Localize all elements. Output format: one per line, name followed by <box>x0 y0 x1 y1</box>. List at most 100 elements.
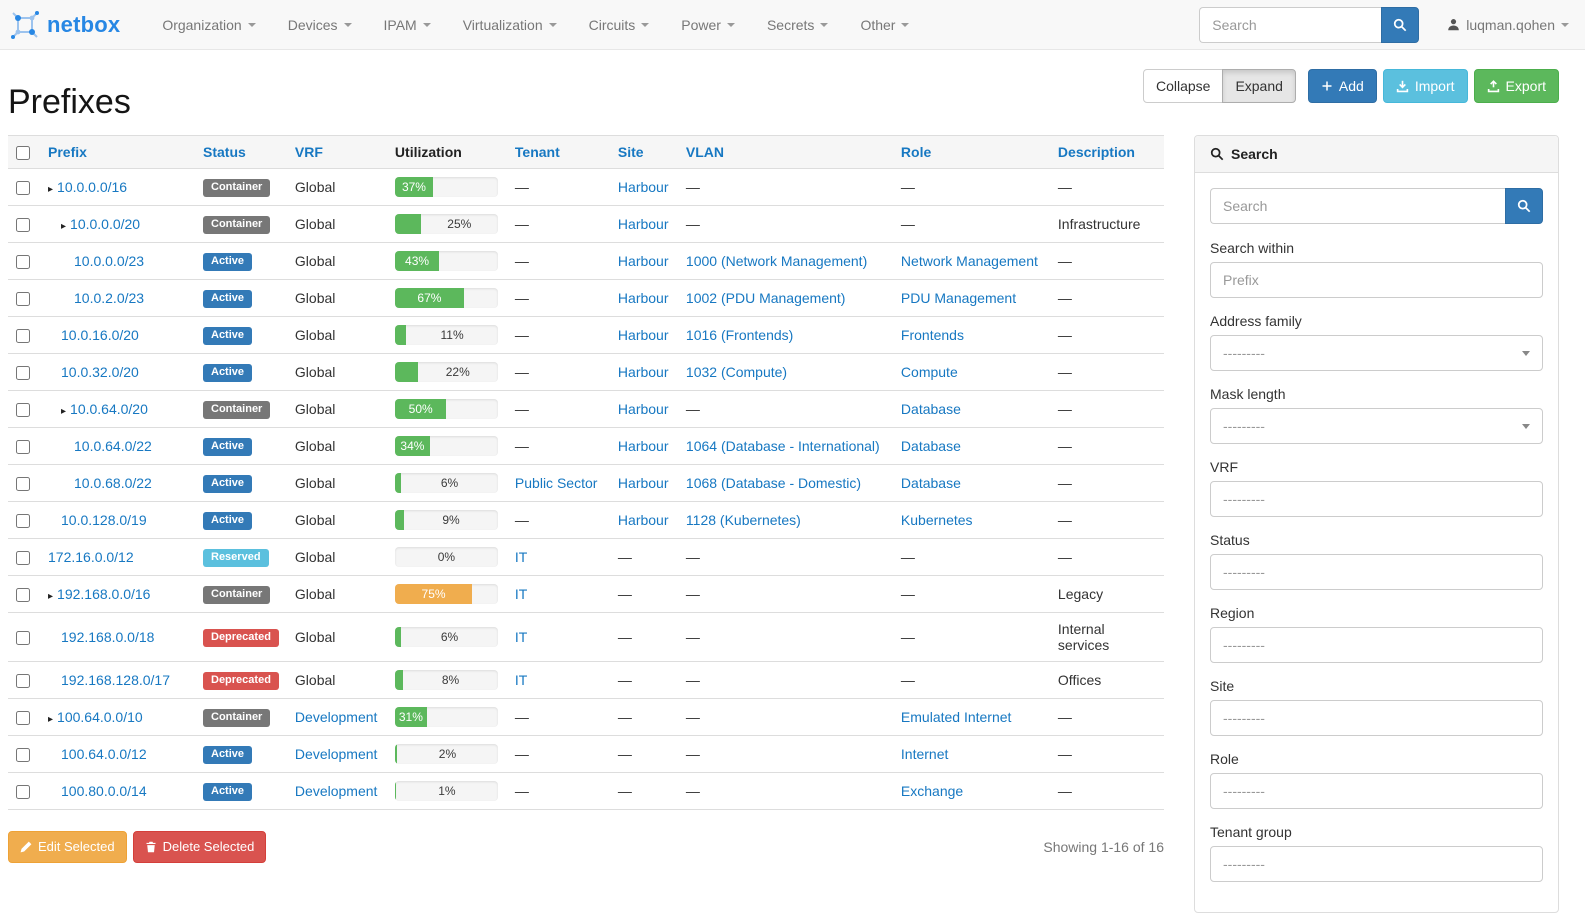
filter-select-vrf[interactable]: --------- <box>1210 481 1543 517</box>
row-checkbox[interactable] <box>16 514 30 529</box>
nav-item-secrets[interactable]: Secrets <box>751 0 844 50</box>
prefix-link[interactable]: 10.0.0.0/16 <box>57 179 128 196</box>
role-link[interactable]: Frontends <box>900 327 964 344</box>
navbar-search-button[interactable] <box>1381 6 1420 43</box>
prefix-link[interactable]: 100.64.0.0/12 <box>61 746 147 763</box>
role-link[interactable]: Database <box>900 401 961 418</box>
netbox-brand[interactable]: netbox <box>10 10 120 40</box>
row-checkbox[interactable] <box>16 785 30 800</box>
vlan-link[interactable]: 1064 (Database - International) <box>685 438 880 455</box>
nav-item-devices[interactable]: Devices <box>272 0 368 50</box>
prefix-link[interactable]: 10.0.68.0/22 <box>74 475 152 492</box>
site-link[interactable]: Harbour <box>617 438 669 455</box>
navbar-search-input[interactable] <box>1199 6 1382 43</box>
site-link[interactable]: Harbour <box>617 475 669 492</box>
filter-select-status[interactable]: --------- <box>1210 554 1543 590</box>
import-button[interactable]: Import <box>1382 69 1468 103</box>
prefix-link[interactable]: 192.168.128.0/17 <box>61 672 170 689</box>
tenant-link[interactable]: IT <box>514 549 528 566</box>
filter-select-region[interactable]: --------- <box>1210 627 1543 663</box>
row-checkbox[interactable] <box>16 292 30 307</box>
row-checkbox[interactable] <box>16 631 30 646</box>
site-link[interactable]: Harbour <box>617 216 669 233</box>
column-header-description[interactable]: Description <box>1049 134 1164 170</box>
prefix-link[interactable]: 192.168.0.0/18 <box>61 629 155 646</box>
column-header-vrf[interactable]: VRF <box>286 134 387 170</box>
edit-selected-button[interactable]: Edit Selected <box>8 831 127 864</box>
site-link[interactable]: Harbour <box>617 512 669 529</box>
site-link[interactable]: Harbour <box>617 253 669 270</box>
prefix-link[interactable]: 10.0.2.0/23 <box>74 290 145 307</box>
row-checkbox[interactable] <box>16 329 30 344</box>
row-checkbox[interactable] <box>16 477 30 492</box>
tenant-link[interactable]: IT <box>514 672 528 689</box>
role-link[interactable]: Database <box>900 475 961 492</box>
vlan-link[interactable]: 1016 (Frontends) <box>685 327 794 344</box>
prefix-link[interactable]: 10.0.16.0/20 <box>61 327 139 344</box>
tenant-link[interactable]: IT <box>514 629 528 646</box>
site-link[interactable]: Harbour <box>617 290 669 307</box>
role-link[interactable]: Network Management <box>900 253 1038 270</box>
row-checkbox[interactable] <box>16 218 30 233</box>
row-checkbox[interactable] <box>16 255 30 270</box>
filter-select-mask-length[interactable]: --------- <box>1210 408 1543 444</box>
row-checkbox[interactable] <box>16 588 30 603</box>
column-header-site[interactable]: Site <box>609 134 678 170</box>
row-checkbox[interactable] <box>16 403 30 418</box>
vlan-link[interactable]: 1128 (Kubernetes) <box>685 512 801 529</box>
filter-select-site[interactable]: --------- <box>1210 700 1543 736</box>
prefix-link[interactable]: 10.0.64.0/20 <box>70 401 148 418</box>
vlan-link[interactable]: 1002 (PDU Management) <box>685 290 846 307</box>
row-checkbox[interactable] <box>16 748 30 763</box>
site-link[interactable]: Harbour <box>617 179 669 196</box>
site-link[interactable]: Harbour <box>617 327 669 344</box>
prefix-link[interactable]: 192.168.0.0/16 <box>57 586 151 603</box>
role-link[interactable]: Compute <box>900 364 958 381</box>
add-button[interactable]: Add <box>1307 69 1377 103</box>
vrf-link[interactable]: Development <box>294 783 378 800</box>
prefix-link[interactable]: 100.64.0.0/10 <box>57 709 143 726</box>
user-menu[interactable]: luqman.qohen <box>1447 17 1569 33</box>
role-link[interactable]: Exchange <box>900 783 964 800</box>
filter-select-tenant-group[interactable]: --------- <box>1210 846 1543 882</box>
expand-button[interactable]: Expand <box>1222 69 1296 103</box>
column-header-prefix[interactable]: Prefix <box>40 134 195 170</box>
filter-search-input[interactable] <box>1210 188 1505 224</box>
nav-item-virtualization[interactable]: Virtualization <box>447 0 573 50</box>
role-link[interactable]: Emulated Internet <box>900 709 1012 726</box>
prefix-link[interactable]: 10.0.128.0/19 <box>61 512 147 529</box>
prefix-link[interactable]: 10.0.32.0/20 <box>61 364 139 381</box>
vlan-link[interactable]: 1068 (Database - Domestic) <box>685 475 861 492</box>
row-checkbox[interactable] <box>16 181 30 196</box>
filter-search-button[interactable] <box>1505 188 1543 224</box>
prefix-link[interactable]: 10.0.64.0/22 <box>74 438 152 455</box>
filter-select-address-family[interactable]: --------- <box>1210 335 1543 371</box>
tenant-link[interactable]: IT <box>514 586 528 603</box>
nav-item-power[interactable]: Power <box>665 0 751 50</box>
filter-input-search-within[interactable] <box>1210 262 1543 298</box>
export-button[interactable]: Export <box>1473 69 1559 103</box>
vlan-link[interactable]: 1000 (Network Management) <box>685 253 868 270</box>
prefix-link[interactable]: 10.0.0.0/20 <box>70 216 141 233</box>
nav-item-organization[interactable]: Organization <box>146 0 271 50</box>
column-header-tenant[interactable]: Tenant <box>506 134 610 170</box>
nav-item-circuits[interactable]: Circuits <box>573 0 666 50</box>
collapse-button[interactable]: Collapse <box>1142 69 1224 103</box>
prefix-link[interactable]: 10.0.0.0/23 <box>74 253 145 270</box>
nav-item-ipam[interactable]: IPAM <box>368 0 447 50</box>
vrf-link[interactable]: Development <box>294 709 378 726</box>
column-header-vlan[interactable]: VLAN <box>677 134 893 170</box>
tenant-link[interactable]: Public Sector <box>514 475 598 492</box>
delete-selected-button[interactable]: Delete Selected <box>132 831 267 864</box>
site-link[interactable]: Harbour <box>617 401 669 418</box>
row-checkbox[interactable] <box>16 366 30 381</box>
site-link[interactable]: Harbour <box>617 364 669 381</box>
row-checkbox[interactable] <box>16 440 30 455</box>
role-link[interactable]: PDU Management <box>900 290 1017 307</box>
filter-select-role[interactable]: --------- <box>1210 773 1543 809</box>
column-header-role[interactable]: Role <box>892 134 1050 170</box>
nav-item-other[interactable]: Other <box>844 0 925 50</box>
role-link[interactable]: Database <box>900 438 961 455</box>
vrf-link[interactable]: Development <box>294 746 378 763</box>
column-header-status[interactable]: Status <box>195 134 287 170</box>
